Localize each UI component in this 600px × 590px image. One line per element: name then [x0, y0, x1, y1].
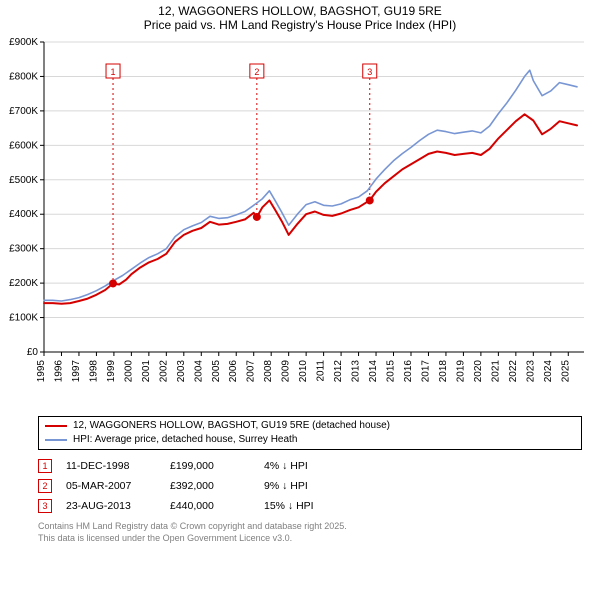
svg-text:£200K: £200K — [9, 278, 38, 289]
svg-text:2021: 2021 — [490, 360, 501, 383]
footer-line-1: Contains HM Land Registry data © Crown c… — [38, 520, 582, 532]
svg-text:2019: 2019 — [455, 360, 466, 383]
chart-title-block: 12, WAGGONERS HOLLOW, BAGSHOT, GU19 5RE … — [0, 0, 600, 32]
sales-row: 2 05-MAR-2007 £392,000 9% ↓ HPI — [38, 476, 582, 496]
footer-line-2: This data is licensed under the Open Gov… — [38, 532, 582, 544]
svg-text:2010: 2010 — [298, 360, 309, 383]
svg-text:2000: 2000 — [123, 360, 134, 383]
svg-text:£500K: £500K — [9, 175, 38, 186]
svg-text:2001: 2001 — [141, 360, 152, 383]
legend-label-hpi: HPI: Average price, detached house, Surr… — [73, 433, 297, 447]
svg-text:2015: 2015 — [386, 360, 397, 383]
legend-swatch-subject — [45, 425, 67, 427]
sale-price: £199,000 — [170, 456, 250, 476]
legend-row-subject: 12, WAGGONERS HOLLOW, BAGSHOT, GU19 5RE … — [45, 419, 575, 433]
svg-text:1999: 1999 — [106, 360, 117, 383]
svg-text:£400K: £400K — [9, 209, 38, 220]
svg-text:2006: 2006 — [228, 360, 239, 383]
svg-text:1997: 1997 — [71, 360, 82, 383]
svg-text:2: 2 — [254, 67, 259, 77]
svg-text:2002: 2002 — [158, 360, 169, 383]
price-chart-svg: £0 £100K £200K £300K £400K £500K £600K £700K £80… — [0, 32, 600, 412]
svg-text:£100K: £100K — [9, 313, 38, 324]
svg-text:2017: 2017 — [420, 360, 431, 383]
svg-text:1995: 1995 — [36, 360, 47, 383]
sales-row: 3 23-AUG-2013 £440,000 15% ↓ HPI — [38, 496, 582, 516]
legend-label-subject: 12, WAGGONERS HOLLOW, BAGSHOT, GU19 5RE … — [73, 419, 390, 433]
svg-text:2004: 2004 — [193, 360, 204, 383]
sale-marker-box: 1 — [38, 459, 52, 473]
footer: Contains HM Land Registry data © Crown c… — [38, 520, 582, 544]
svg-text:2009: 2009 — [281, 360, 292, 383]
svg-text:£300K: £300K — [9, 244, 38, 255]
svg-text:2025: 2025 — [560, 360, 571, 383]
svg-text:2013: 2013 — [351, 360, 362, 383]
sale-price: £392,000 — [170, 476, 250, 496]
svg-text:3: 3 — [367, 67, 372, 77]
svg-text:1998: 1998 — [88, 360, 99, 383]
sales-row: 1 11-DEC-1998 £199,000 4% ↓ HPI — [38, 456, 582, 476]
title-line-1: 12, WAGGONERS HOLLOW, BAGSHOT, GU19 5RE — [0, 4, 600, 18]
sale-date: 05-MAR-2007 — [66, 476, 156, 496]
svg-text:£900K: £900K — [9, 37, 38, 48]
chart-area: £0 £100K £200K £300K £400K £500K £600K £700K £80… — [0, 32, 600, 412]
svg-text:2012: 2012 — [333, 360, 344, 383]
svg-text:2023: 2023 — [525, 360, 536, 383]
svg-text:2011: 2011 — [316, 360, 327, 382]
legend: 12, WAGGONERS HOLLOW, BAGSHOT, GU19 5RE … — [38, 416, 582, 450]
sale-date: 11-DEC-1998 — [66, 456, 156, 476]
sale-hpi: 15% ↓ HPI — [264, 496, 344, 516]
svg-text:£0: £0 — [27, 347, 39, 358]
svg-text:1996: 1996 — [53, 360, 64, 383]
svg-text:2018: 2018 — [438, 360, 449, 383]
sale-date: 23-AUG-2013 — [66, 496, 156, 516]
svg-text:2007: 2007 — [246, 360, 257, 383]
sale-price: £440,000 — [170, 496, 250, 516]
legend-swatch-hpi — [45, 439, 67, 441]
svg-text:2014: 2014 — [368, 360, 379, 383]
svg-text:2003: 2003 — [176, 360, 187, 383]
svg-text:2008: 2008 — [263, 360, 274, 383]
svg-text:£700K: £700K — [9, 106, 38, 117]
svg-text:£800K: £800K — [9, 71, 38, 82]
sale-marker-box: 2 — [38, 479, 52, 493]
legend-row-hpi: HPI: Average price, detached house, Surr… — [45, 433, 575, 447]
svg-text:2024: 2024 — [543, 360, 554, 383]
svg-text:2016: 2016 — [403, 360, 414, 383]
svg-text:2005: 2005 — [211, 360, 222, 383]
sale-hpi: 4% ↓ HPI — [264, 456, 344, 476]
svg-text:2020: 2020 — [473, 360, 484, 383]
svg-text:2022: 2022 — [508, 360, 519, 383]
title-line-2: Price paid vs. HM Land Registry's House … — [0, 18, 600, 32]
sale-marker-box: 3 — [38, 499, 52, 513]
sales-table: 1 11-DEC-1998 £199,000 4% ↓ HPI 2 05-MAR-2007… — [38, 456, 582, 516]
svg-text:1: 1 — [111, 67, 116, 77]
sale-hpi: 9% ↓ HPI — [264, 476, 344, 496]
svg-text:£600K: £600K — [9, 140, 38, 151]
